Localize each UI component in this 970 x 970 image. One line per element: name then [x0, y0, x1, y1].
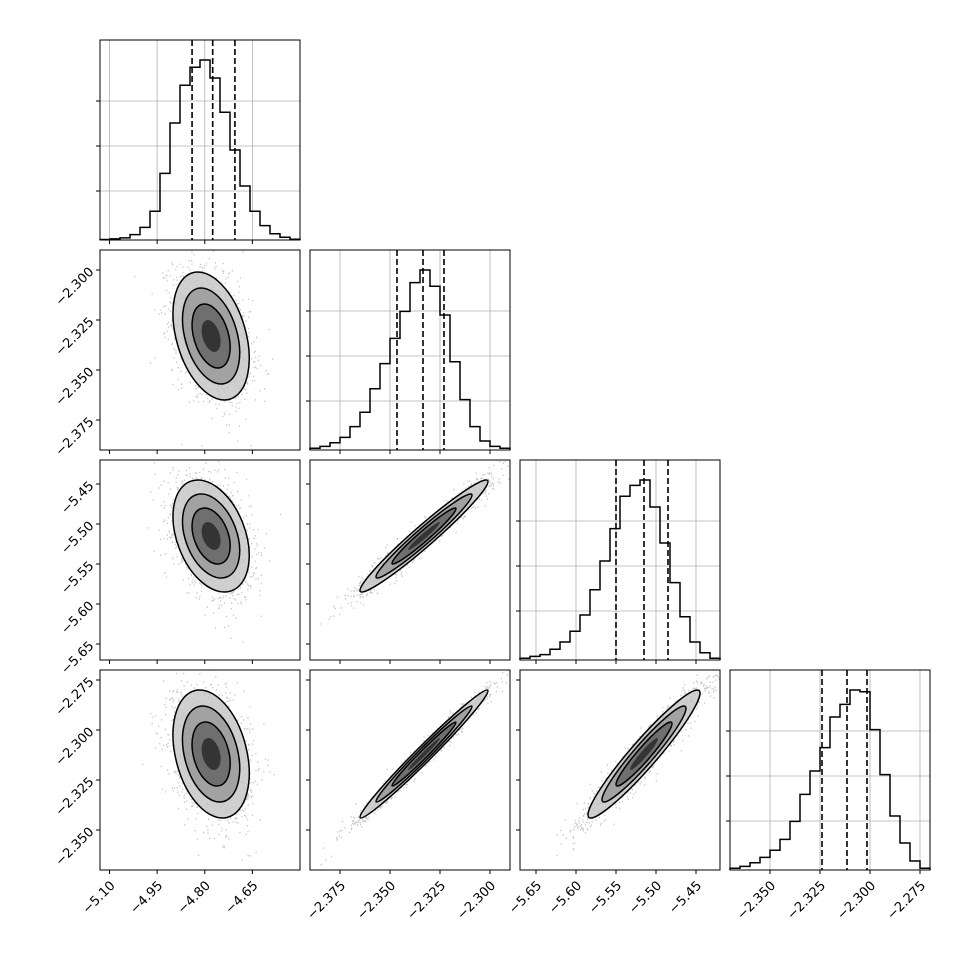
axes-frame: [99, 249, 301, 451]
x-tick-label: −5.65: [506, 878, 545, 917]
density-panel-2-0: [96, 459, 301, 664]
y-tick-label: −2.325: [53, 315, 98, 360]
density-panel-1-0: [96, 249, 301, 454]
y-tick-label: −5.50: [59, 519, 98, 558]
density-contour: [201, 738, 221, 771]
y-tick-label: −2.300: [53, 725, 98, 770]
axes-frame: [309, 669, 511, 871]
x-tick-label: −5.55: [586, 878, 625, 917]
density-panel-3-2: [516, 669, 721, 874]
histogram-bars: [99, 59, 301, 241]
y-tick-label: −2.300: [53, 265, 98, 310]
density-content: [134, 250, 274, 447]
histogram-panel-1: [306, 249, 511, 454]
density-panel-3-0: [96, 669, 301, 874]
x-tick-label: −4.80: [175, 878, 214, 917]
histogram-bars: [729, 689, 931, 870]
y-tick-label: −2.375: [53, 415, 98, 460]
axes-frame: [519, 669, 721, 871]
y-tick-label: −2.350: [53, 825, 98, 870]
density-content: [319, 460, 510, 625]
x-tick-label: −5.45: [666, 878, 705, 917]
density-contour: [629, 737, 658, 770]
density-content: [142, 670, 275, 861]
y-tick-label: −5.45: [59, 479, 98, 518]
y-tick-label: −5.65: [59, 639, 98, 678]
x-tick-label: −2.350: [354, 878, 399, 923]
density-contour: [407, 738, 440, 771]
x-tick-label: −2.325: [784, 878, 829, 923]
density-content: [147, 460, 282, 643]
axes-frame: [99, 39, 301, 241]
axes-frame: [519, 459, 721, 661]
y-tick-label: −2.350: [53, 365, 98, 410]
x-tick-label: −2.350: [734, 878, 779, 923]
axes-frame: [729, 669, 931, 871]
x-tick-label: −2.300: [454, 878, 499, 923]
density-content: [320, 670, 510, 866]
x-tick-label: −5.60: [546, 878, 585, 917]
histogram-panel-2: [516, 459, 721, 664]
y-tick-label: −5.55: [59, 559, 98, 598]
histogram-panel-3: [726, 669, 931, 874]
y-tick-label: −2.275: [53, 675, 98, 720]
density-contour: [201, 522, 221, 551]
density-contour: [407, 522, 440, 551]
histogram-panel-0: [96, 39, 301, 244]
density-contour: [201, 320, 221, 353]
y-tick-label: −5.60: [59, 599, 98, 638]
density-panel-3-1: [306, 669, 511, 874]
x-tick-label: −5.10: [80, 878, 119, 917]
x-tick-label: −2.375: [304, 878, 349, 923]
x-tick-label: −2.300: [834, 878, 879, 923]
x-tick-label: −2.325: [404, 878, 449, 923]
histogram-bars: [519, 479, 721, 660]
x-tick-label: −2.275: [884, 878, 929, 923]
x-tick-label: −5.50: [626, 878, 665, 917]
axes-frame: [99, 669, 301, 871]
x-tick-label: −4.65: [223, 878, 262, 917]
axes-frame: [309, 249, 511, 451]
y-tick-label: −2.325: [53, 775, 98, 820]
density-panel-2-1: [306, 459, 511, 664]
axes-frame: [309, 459, 511, 661]
x-tick-label: −4.95: [127, 878, 166, 917]
histogram-bars: [309, 269, 511, 450]
density-content: [556, 670, 720, 857]
axes-frame: [99, 459, 301, 661]
